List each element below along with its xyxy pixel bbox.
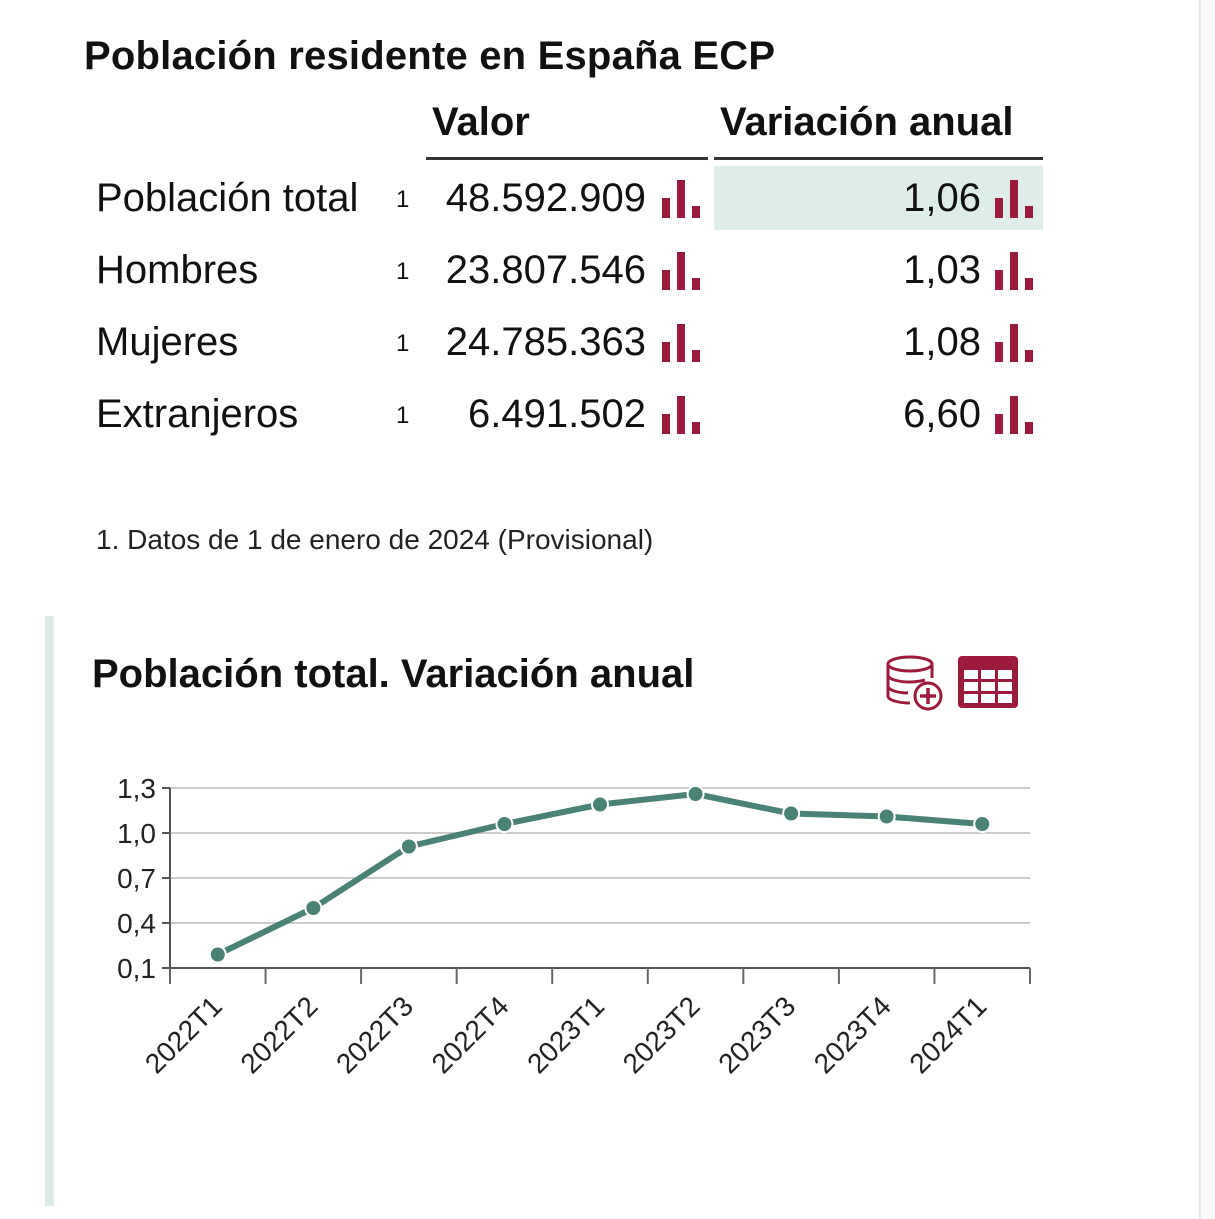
bar-chart-icon[interactable] — [995, 180, 1043, 218]
table-row: Extranjeros 1 6.491.502 6,60 — [0, 382, 1100, 446]
y-tick-label: 0,7 — [117, 863, 156, 894]
scrollbar-edge — [1199, 0, 1215, 1219]
data-point — [591, 795, 609, 814]
series-line — [216, 791, 983, 958]
column-header-variacion: Variación anual — [714, 100, 1043, 160]
data-point — [208, 945, 227, 964]
row-variacion: 1,06 — [903, 176, 981, 220]
bar-chart-icon[interactable] — [662, 324, 710, 362]
data-point — [495, 815, 514, 833]
row-variacion-cell: 1,03 — [714, 238, 1043, 302]
row-footnote-ref: 1 — [396, 186, 410, 213]
bar-chart-icon[interactable] — [662, 180, 710, 218]
x-tick-label: 2024T1 — [903, 990, 992, 1079]
data-point — [304, 899, 323, 917]
x-tick-label: 2022T1 — [139, 990, 228, 1079]
table-grid-icon[interactable] — [956, 654, 1020, 710]
x-tick-label: 2023T1 — [521, 990, 610, 1079]
row-valor: 48.592.909 — [445, 176, 646, 220]
row-valor: 24.785.363 — [445, 320, 646, 364]
chart-panel — [45, 616, 1194, 1206]
bar-chart-icon[interactable] — [995, 252, 1043, 290]
row-variacion: 6,60 — [903, 392, 981, 436]
row-variacion-cell: 6,60 — [714, 382, 1043, 446]
bar-chart-icon[interactable] — [995, 396, 1043, 434]
data-point — [782, 804, 801, 823]
row-label: Población total — [96, 176, 359, 220]
database-add-icon[interactable] — [884, 654, 944, 714]
row-variacion: 1,03 — [903, 248, 981, 292]
row-footnote-ref: 1 — [396, 258, 410, 285]
bar-chart-icon[interactable] — [995, 324, 1043, 362]
row-valor: 6.491.502 — [468, 392, 646, 436]
row-label: Extranjeros — [96, 392, 299, 436]
x-tick-label: 2022T3 — [330, 990, 419, 1079]
data-point — [399, 837, 418, 856]
row-variacion: 1,08 — [903, 320, 981, 364]
bar-chart-icon[interactable] — [662, 252, 710, 290]
row-label: Mujeres — [96, 320, 239, 364]
row-footnote-ref: 1 — [396, 330, 410, 357]
table-row: Mujeres 1 24.785.363 1,08 — [0, 310, 1100, 374]
x-tick-label: 2023T2 — [617, 990, 706, 1079]
data-point — [973, 815, 992, 833]
y-tick-label: 1,0 — [117, 818, 156, 849]
data-point — [877, 807, 896, 826]
chart-title: Población total. Variación anual — [92, 652, 695, 696]
y-tick-label: 0,4 — [117, 908, 156, 939]
row-label: Hombres — [96, 248, 259, 292]
row-footnote-ref: 1 — [396, 402, 410, 429]
x-tick-label: 2023T4 — [808, 990, 897, 1079]
row-variacion-cell: 1,06 — [714, 166, 1043, 230]
footnote: 1. Datos de 1 de enero de 2024 (Provisio… — [96, 524, 654, 555]
table-row: Población total 1 48.592.909 1,06 — [0, 166, 1100, 230]
row-variacion-cell: 1,08 — [714, 310, 1043, 374]
y-tick-label: 0,1 — [117, 953, 156, 984]
x-tick-label: 2022T4 — [426, 990, 515, 1079]
table-row: Hombres 1 23.807.546 1,03 — [0, 238, 1100, 302]
y-tick-label: 1,3 — [117, 773, 156, 804]
data-point — [686, 785, 705, 803]
bar-chart-icon[interactable] — [662, 396, 710, 434]
column-header-valor: Valor — [426, 100, 708, 160]
page-title: Población residente en España ECP — [84, 34, 776, 78]
x-tick-label: 2023T3 — [712, 990, 801, 1079]
x-tick-label: 2022T2 — [235, 990, 324, 1079]
row-valor: 23.807.546 — [445, 248, 646, 292]
